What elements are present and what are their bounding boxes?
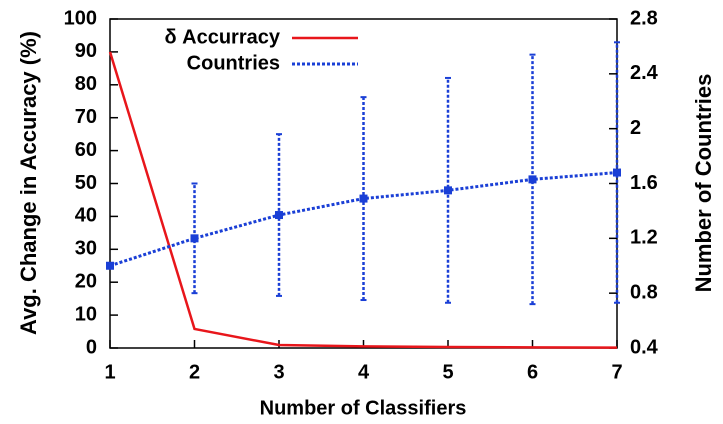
y2-tick-label: 1.6 bbox=[630, 172, 658, 194]
y2-axis-label: Number of Countries bbox=[691, 74, 716, 293]
x-axis-label: Number of Classifiers bbox=[260, 397, 467, 419]
series-line bbox=[108, 51, 618, 349]
y-tick-label: 30 bbox=[75, 238, 97, 260]
x-tick-label: 6 bbox=[527, 361, 538, 383]
point bbox=[106, 261, 114, 270]
y-tick-label: 10 bbox=[75, 303, 97, 325]
y-tick-label: 70 bbox=[75, 106, 97, 128]
y-tick-label: 50 bbox=[75, 172, 97, 194]
y2-tick-label: 1.2 bbox=[630, 227, 658, 249]
point bbox=[613, 168, 621, 177]
legend-label: δ Accurracy bbox=[164, 26, 280, 48]
point bbox=[359, 194, 368, 203]
point bbox=[444, 186, 452, 195]
y-tick-label: 20 bbox=[75, 270, 97, 292]
y2-tick-label: 0.4 bbox=[630, 336, 659, 358]
y-tick-label: 100 bbox=[64, 7, 97, 29]
y-tick-label: 80 bbox=[75, 73, 97, 95]
x-tick-label: 4 bbox=[358, 361, 370, 383]
point bbox=[528, 175, 537, 184]
y-tick-label: 90 bbox=[75, 40, 97, 62]
y-tick-label: 0 bbox=[86, 336, 97, 358]
x-tick-label: 1 bbox=[104, 361, 115, 383]
y-axis-label: Avg. Change in Accuracy (%) bbox=[16, 31, 41, 335]
x-tick-label: 3 bbox=[273, 361, 284, 383]
x-tick-label: 2 bbox=[189, 361, 200, 383]
y2-tick-label: 0.8 bbox=[630, 281, 658, 303]
legend-label: Countries bbox=[187, 52, 280, 74]
y-tick-label: 60 bbox=[75, 139, 97, 161]
y-tick-label: 40 bbox=[75, 205, 97, 227]
y2-tick-label: 2.8 bbox=[630, 7, 658, 29]
point bbox=[275, 211, 283, 220]
x-tick-label: 7 bbox=[611, 361, 622, 383]
y2-tick-label: 2 bbox=[630, 117, 641, 139]
x-tick-label: 5 bbox=[442, 361, 453, 383]
y2-tick-label: 2.4 bbox=[630, 62, 659, 84]
point bbox=[190, 234, 199, 243]
